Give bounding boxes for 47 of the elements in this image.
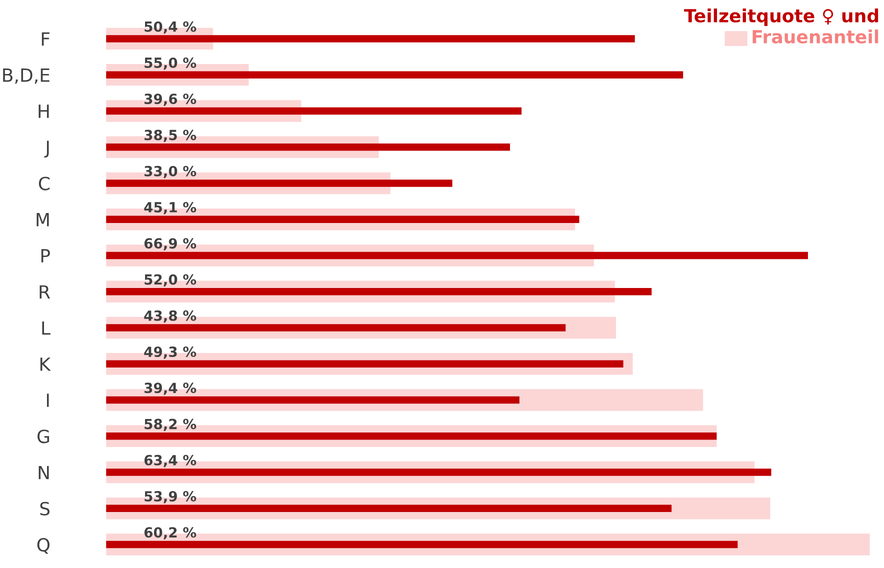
data-label: 39,4 %: [144, 382, 196, 395]
legend-label: Frauenanteil: [752, 30, 878, 44]
bar: [106, 432, 717, 440]
y-tick-label: S: [40, 502, 50, 516]
data-label: 53,9 %: [144, 491, 196, 504]
data-label: 63,4 %: [144, 454, 196, 468]
y-tick-label: L: [42, 321, 50, 335]
y-tick-label: Q: [37, 538, 50, 554]
y-tick-label: H: [38, 104, 49, 118]
bar: [106, 71, 684, 78]
bar: [106, 252, 808, 260]
bar: [106, 396, 520, 404]
data-label: 39,6 %: [144, 94, 196, 106]
data-label: 52,0 %: [144, 274, 196, 287]
data-label: 45,1 %: [144, 202, 196, 214]
data-label: 66,9 %: [144, 238, 196, 250]
y-tick-label: K: [40, 358, 51, 371]
y-tick-label: N: [38, 466, 49, 480]
bar: [106, 360, 624, 368]
data-label: 43,8 %: [144, 310, 196, 323]
bar: [106, 107, 522, 115]
bar: [106, 216, 580, 223]
y-tick-label: J: [44, 140, 49, 158]
bar: [106, 35, 635, 42]
bar: [106, 504, 672, 512]
bar: [106, 288, 652, 296]
y-tick-label: G: [38, 430, 50, 444]
y-tick-label: F: [42, 32, 50, 46]
bar: [106, 324, 566, 332]
y-tick-label: P: [41, 249, 50, 262]
data-label: 33,0 %: [144, 166, 196, 178]
data-label: 50,4 %: [144, 21, 196, 34]
y-tick-label: C: [38, 176, 50, 190]
bar: [106, 143, 510, 151]
bar: [106, 180, 452, 187]
y-tick-label: B,D,E: [3, 68, 50, 84]
data-label: 55,0 %: [144, 57, 196, 70]
text: Teilzeitquote ♀ und: [684, 8, 878, 26]
y-tick-label: I: [46, 394, 49, 407]
bar: [106, 540, 738, 548]
bar: [106, 468, 772, 476]
y-tick-label: M: [36, 213, 49, 226]
y-tick-label: R: [40, 285, 50, 298]
data-label: 58,2 %: [144, 418, 196, 432]
data-label: 60,2 %: [144, 527, 196, 540]
data-label: 49,3 %: [144, 346, 196, 359]
data-label: 38,5 %: [144, 130, 196, 142]
